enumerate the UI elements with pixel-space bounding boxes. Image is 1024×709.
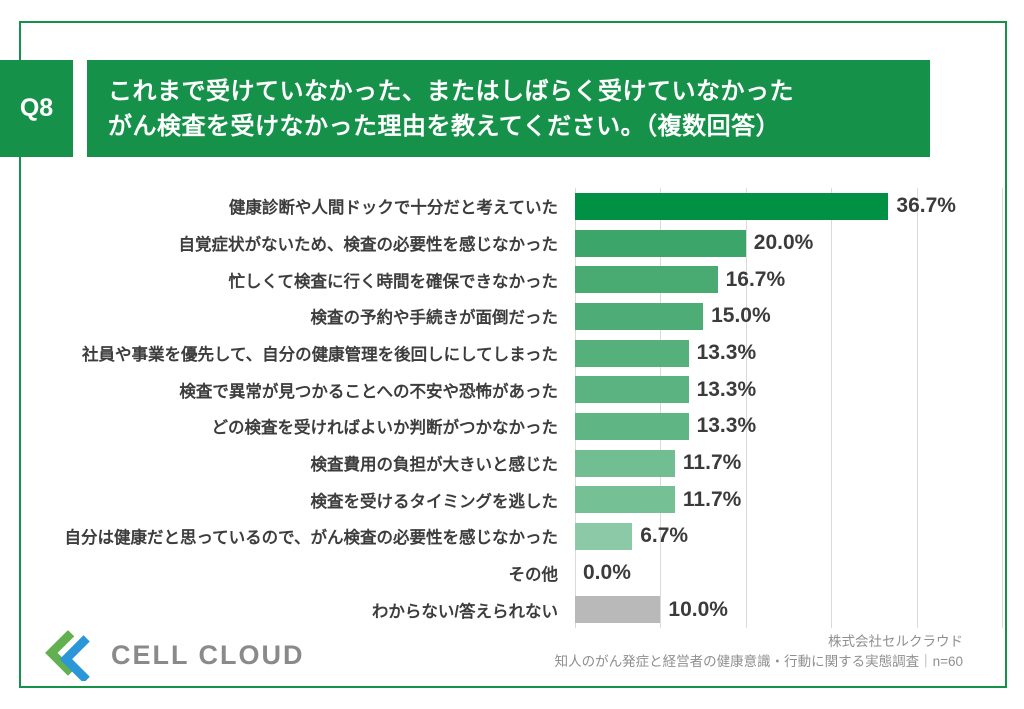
source-company: 株式会社セルクラウド <box>828 634 963 649</box>
category-label: どの検査を受ければよいか判断がつかなかった <box>211 419 559 438</box>
chart-row: 忙しくて検査に行く時間を確保できなかった 16.7% <box>0 261 1024 298</box>
gridline <box>916 188 918 628</box>
category-label: 検査の予約や手続きが面倒だった <box>310 309 559 328</box>
value-label: 6.7% <box>640 524 689 548</box>
bar <box>575 266 718 294</box>
source-survey: 知人のがん発症と経営者の健康意識・行動に関する実態調査｜n=60 <box>554 654 963 670</box>
bar-area: 11.7% <box>575 481 1024 518</box>
value-label: 0.0% <box>583 561 631 585</box>
bar <box>575 302 704 330</box>
gridline <box>575 188 576 628</box>
value-label: 11.7% <box>682 487 742 511</box>
bar-area: 13.3% <box>575 335 1024 372</box>
category-label: 検査費用の負担が大きいと感じた <box>310 456 559 475</box>
bar-area: 0.0% <box>575 555 1024 592</box>
bar <box>575 596 661 624</box>
bar <box>575 449 675 477</box>
chart-gridlines <box>575 188 1003 628</box>
source-note: 株式会社セルクラウド 知人のがん発症と経営者の健康意識・行動に関する実態調査｜n… <box>555 632 963 673</box>
bar <box>575 376 689 404</box>
cell-cloud-logo-icon <box>42 629 96 681</box>
bar <box>575 192 889 220</box>
question-title-box: これまで受けていなかった、またはしばらく受けていなかった がん検査を受けなかった… <box>87 60 930 157</box>
bar <box>575 486 675 514</box>
value-label: 10.0% <box>668 597 728 621</box>
category-label: 自分は健康だと思っているので、がん検査の必要性を感じなかった <box>64 529 558 548</box>
value-label: 36.7% <box>896 194 956 218</box>
category-label: 社員や事業を優先して、自分の健康管理を後回しにしてしまった <box>81 346 558 365</box>
question-number-box: Q8 <box>0 60 73 157</box>
category-label: 検査で異常が見つかることへの不安や恐怖があった <box>179 382 558 401</box>
bar <box>575 522 633 550</box>
gridline <box>745 188 747 628</box>
value-label: 11.7% <box>682 451 742 475</box>
category-label: わからない/答えられない <box>371 602 558 621</box>
bar-area: 6.7% <box>575 518 1024 555</box>
question-title-line2: がん検査を受けなかった理由を教えてください。（複数回答） <box>108 112 781 140</box>
gridline <box>1002 188 1003 628</box>
bar-area: 36.7% <box>575 188 1024 225</box>
bar <box>575 229 746 257</box>
value-label: 13.3% <box>696 414 757 438</box>
category-label: 検査を受けるタイミングを逃した <box>310 492 559 511</box>
category-label: 忙しくて検査に行く時間を確保できなかった <box>228 272 558 291</box>
value-label: 20.0% <box>753 231 814 254</box>
bar-chart: 健康診断や人間ドックで十分だと考えていた 36.7% 自覚症状がないため、検査の必要… <box>0 188 1024 628</box>
chart-rows: 健康診断や人間ドックで十分だと考えていた 36.7% 自覚症状がないため、検査の必要… <box>0 188 1024 628</box>
bar-area: 11.7% <box>575 445 1024 482</box>
bar-area: 20.0% <box>575 225 1024 262</box>
chart-row: 検査の予約や手続きが面倒だった 15.0% <box>0 298 1024 335</box>
category-label: 自覚症状がないため、検査の必要性を感じなかった <box>178 236 559 254</box>
cell-cloud-logo: CELL CLOUD <box>42 629 305 681</box>
question-number: Q8 <box>19 94 54 122</box>
chart-row: 自覚症状がないため、検査の必要性を感じなかった 20.0% <box>0 225 1024 262</box>
bar-area: 16.7% <box>575 261 1024 298</box>
value-label: 13.3% <box>696 377 757 401</box>
bar <box>575 339 689 367</box>
category-label: その他 <box>508 566 559 585</box>
bar <box>575 412 689 440</box>
category-label: 健康診断や人間ドックで十分だと考えていた <box>228 199 558 218</box>
value-label: 15.0% <box>711 304 771 328</box>
bar-area: 15.0% <box>575 298 1024 335</box>
chart-row: 検査で異常が見つかることへの不安や恐怖があった 13.3% <box>0 371 1024 408</box>
chart-row: 検査費用の負担が大きいと感じた 11.7% <box>0 445 1024 482</box>
value-label: 13.3% <box>696 341 757 365</box>
bar-area: 10.0% <box>575 591 1024 628</box>
value-label: 16.7% <box>725 267 786 291</box>
bar-area: 13.3% <box>575 371 1024 408</box>
chart-row: 自分は健康だと思っているので、がん検査の必要性を感じなかった 6.7% <box>0 518 1024 555</box>
question-title-line1: これまで受けていなかった、またはしばらく受けていなかった <box>108 77 794 105</box>
chart-row: その他 0.0% <box>0 555 1024 592</box>
chart-row: 検査を受けるタイミングを逃した 11.7% <box>0 481 1024 518</box>
cell-cloud-logo-text: CELL CLOUD <box>111 639 305 670</box>
bar-area: 13.3% <box>575 408 1024 445</box>
chart-row: 健康診断や人間ドックで十分だと考えていた 36.7% <box>0 188 1024 225</box>
chart-row: 社員や事業を優先して、自分の健康管理を後回しにしてしまった 13.3% <box>0 335 1024 372</box>
gridline <box>660 188 662 628</box>
chart-row: どの検査を受ければよいか判断がつかなかった 13.3% <box>0 408 1024 445</box>
gridline <box>831 188 833 628</box>
chart-row: わからない/答えられない 10.0% <box>0 591 1024 628</box>
